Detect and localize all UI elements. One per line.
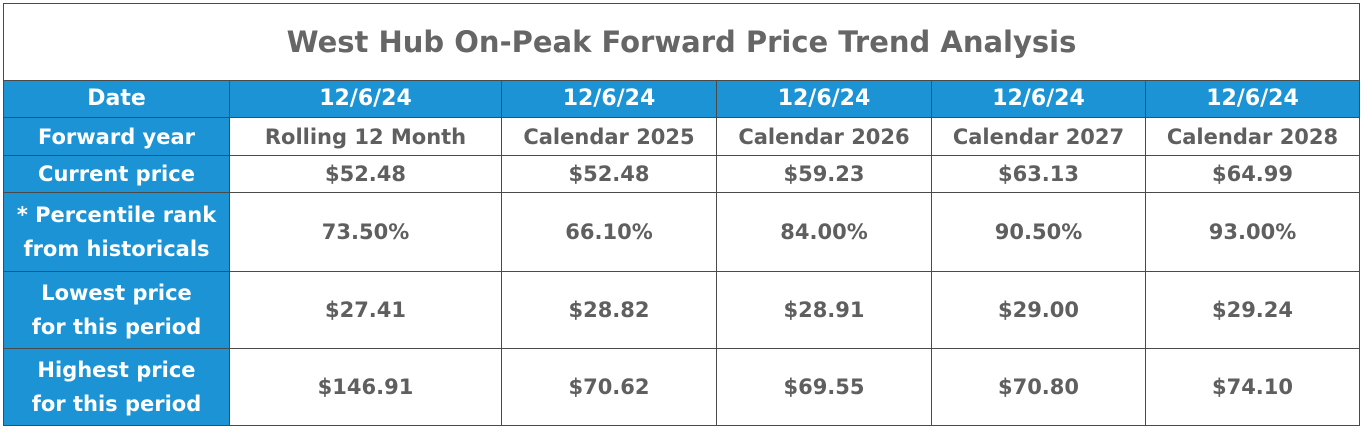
table-cell: $70.80 bbox=[931, 348, 1146, 426]
row-label-line: Highest price bbox=[37, 358, 196, 382]
date-header-row: Date 12/6/24 12/6/24 12/6/24 12/6/24 12/… bbox=[3, 80, 1360, 118]
row-label-line: from historicals bbox=[23, 237, 210, 261]
table-cell: Calendar 2027 bbox=[931, 117, 1146, 156]
table-cell: $69.55 bbox=[716, 348, 932, 426]
table-cell: 84.00% bbox=[716, 192, 932, 272]
table-cell: Calendar 2026 bbox=[716, 117, 932, 156]
row-label-line: for this period bbox=[31, 315, 202, 339]
title-row: West Hub On-Peak Forward Price Trend Ana… bbox=[3, 3, 1360, 81]
row-label-line: for this period bbox=[31, 392, 202, 416]
table-cell: 90.50% bbox=[931, 192, 1146, 272]
row-label-line: Forward year bbox=[37, 124, 195, 149]
table-cell: $52.48 bbox=[229, 155, 502, 193]
table-cell: $27.41 bbox=[229, 271, 502, 349]
row-label-line: Lowest price bbox=[41, 281, 192, 305]
table-cell: Rolling 12 Month bbox=[229, 117, 502, 156]
date-header-cell: 12/6/24 bbox=[931, 80, 1146, 118]
table-cell: Calendar 2025 bbox=[501, 117, 717, 156]
row-label-percentile-rank: * Percentile rank from historicals bbox=[3, 192, 230, 272]
date-header-cell: 12/6/24 bbox=[1145, 80, 1360, 118]
forward-price-table: West Hub On-Peak Forward Price Trend Ana… bbox=[3, 3, 1360, 426]
date-header-cell: 12/6/24 bbox=[229, 80, 502, 118]
row-label-current-price: Current price bbox=[3, 155, 230, 193]
date-label: Date bbox=[3, 80, 230, 118]
table-cell: 66.10% bbox=[501, 192, 717, 272]
table-cell: $28.91 bbox=[716, 271, 932, 349]
row-label-line: * Percentile rank bbox=[16, 203, 217, 227]
table-cell: $52.48 bbox=[501, 155, 717, 193]
table-title: West Hub On-Peak Forward Price Trend Ana… bbox=[3, 3, 1360, 81]
table-cell: $70.62 bbox=[501, 348, 717, 426]
table-row-lowest-price: Lowest price for this period $27.41 $28.… bbox=[3, 271, 1360, 349]
date-header-cell: 12/6/24 bbox=[716, 80, 932, 118]
table-cell: $74.10 bbox=[1145, 348, 1360, 426]
table-cell: 73.50% bbox=[229, 192, 502, 272]
table-cell: $63.13 bbox=[931, 155, 1146, 193]
table-cell: 93.00% bbox=[1145, 192, 1360, 272]
table-cell: $59.23 bbox=[716, 155, 932, 193]
table-cell: $64.99 bbox=[1145, 155, 1360, 193]
table-cell: $146.91 bbox=[229, 348, 502, 426]
table-cell: Calendar 2028 bbox=[1145, 117, 1360, 156]
table-cell: $29.24 bbox=[1145, 271, 1360, 349]
table-row-current-price: Current price $52.48 $52.48 $59.23 $63.1… bbox=[3, 155, 1360, 193]
table-cell: $28.82 bbox=[501, 271, 717, 349]
forward-price-table-container: West Hub On-Peak Forward Price Trend Ana… bbox=[3, 3, 1360, 429]
row-label-line: Current price bbox=[38, 162, 195, 186]
row-label-forward-year: Forward year bbox=[3, 117, 230, 156]
table-row-percentile-rank: * Percentile rank from historicals 73.50… bbox=[3, 192, 1360, 272]
row-label-lowest-price: Lowest price for this period bbox=[3, 271, 230, 349]
table-row-forward-year: Forward year Rolling 12 Month Calendar 2… bbox=[3, 117, 1360, 156]
table-cell: $29.00 bbox=[931, 271, 1146, 349]
date-header-cell: 12/6/24 bbox=[501, 80, 717, 118]
table-row-highest-price: Highest price for this period $146.91 $7… bbox=[3, 348, 1360, 426]
row-label-highest-price: Highest price for this period bbox=[3, 348, 230, 426]
